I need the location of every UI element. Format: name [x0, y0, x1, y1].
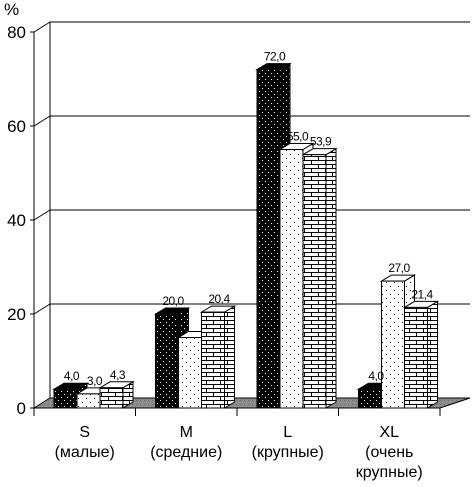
bar: [53, 388, 78, 409]
x-category-label: (малые): [55, 444, 115, 461]
bar: [76, 393, 101, 409]
x-category-label: крупные): [356, 464, 423, 481]
data-label: 20,4: [208, 292, 230, 306]
data-label: 55,0: [287, 130, 309, 144]
bar-side: [224, 305, 235, 409]
data-label: 72,0: [264, 50, 286, 64]
x-category-label: S: [79, 424, 90, 441]
data-label: 4,3: [110, 368, 126, 382]
y-axis-label: %: [4, 0, 19, 19]
bar: [302, 154, 327, 409]
data-label: 4,0: [64, 369, 80, 383]
bars: [52, 62, 440, 409]
x-category-label: L: [283, 424, 292, 441]
data-label: 53,9: [310, 135, 332, 149]
bar: [404, 306, 428, 409]
bar: [155, 313, 179, 409]
y-tick-label: 40: [7, 211, 26, 230]
data-label: 4,0: [368, 369, 384, 383]
x-category-label: M: [180, 424, 193, 441]
y-tick-label: 60: [7, 117, 26, 136]
data-labels: 4,0 3,0 4,3 20,0 20,4 72,0 55,0 53,9 4,0 27,021,4: [64, 50, 434, 388]
data-label: 20,0: [162, 294, 184, 308]
gridline-side: [33, 303, 51, 315]
data-label: 3,0: [87, 374, 103, 388]
bar: [99, 387, 124, 409]
x-category-label: (очень: [365, 444, 413, 461]
bar: [279, 149, 304, 409]
bar: [358, 388, 382, 409]
bar: [381, 280, 405, 409]
x-category-label: (средние): [150, 444, 222, 461]
bar: [256, 69, 281, 409]
gridline-side: [33, 115, 51, 127]
y-tick-label: 20: [7, 305, 26, 324]
bar-side: [325, 147, 337, 409]
bar: [178, 337, 202, 409]
y-tick-label: 80: [7, 23, 26, 42]
y-tick-label: 0: [17, 399, 26, 418]
x-category-label: XL: [379, 424, 399, 441]
x-category-label: (крупные): [252, 444, 324, 461]
bar: [201, 311, 225, 409]
data-label: 27,0: [388, 261, 410, 275]
data-label: 21,4: [411, 287, 433, 301]
bar-side: [427, 300, 438, 409]
y-axis-ticks: 0 20 40 60 80: [7, 23, 34, 418]
gridline-side: [33, 209, 51, 221]
x-axis: S (малые) M (средние) L (крупные) XL (очень круп…: [33, 407, 441, 481]
side-wall-top-edge: [33, 21, 51, 33]
